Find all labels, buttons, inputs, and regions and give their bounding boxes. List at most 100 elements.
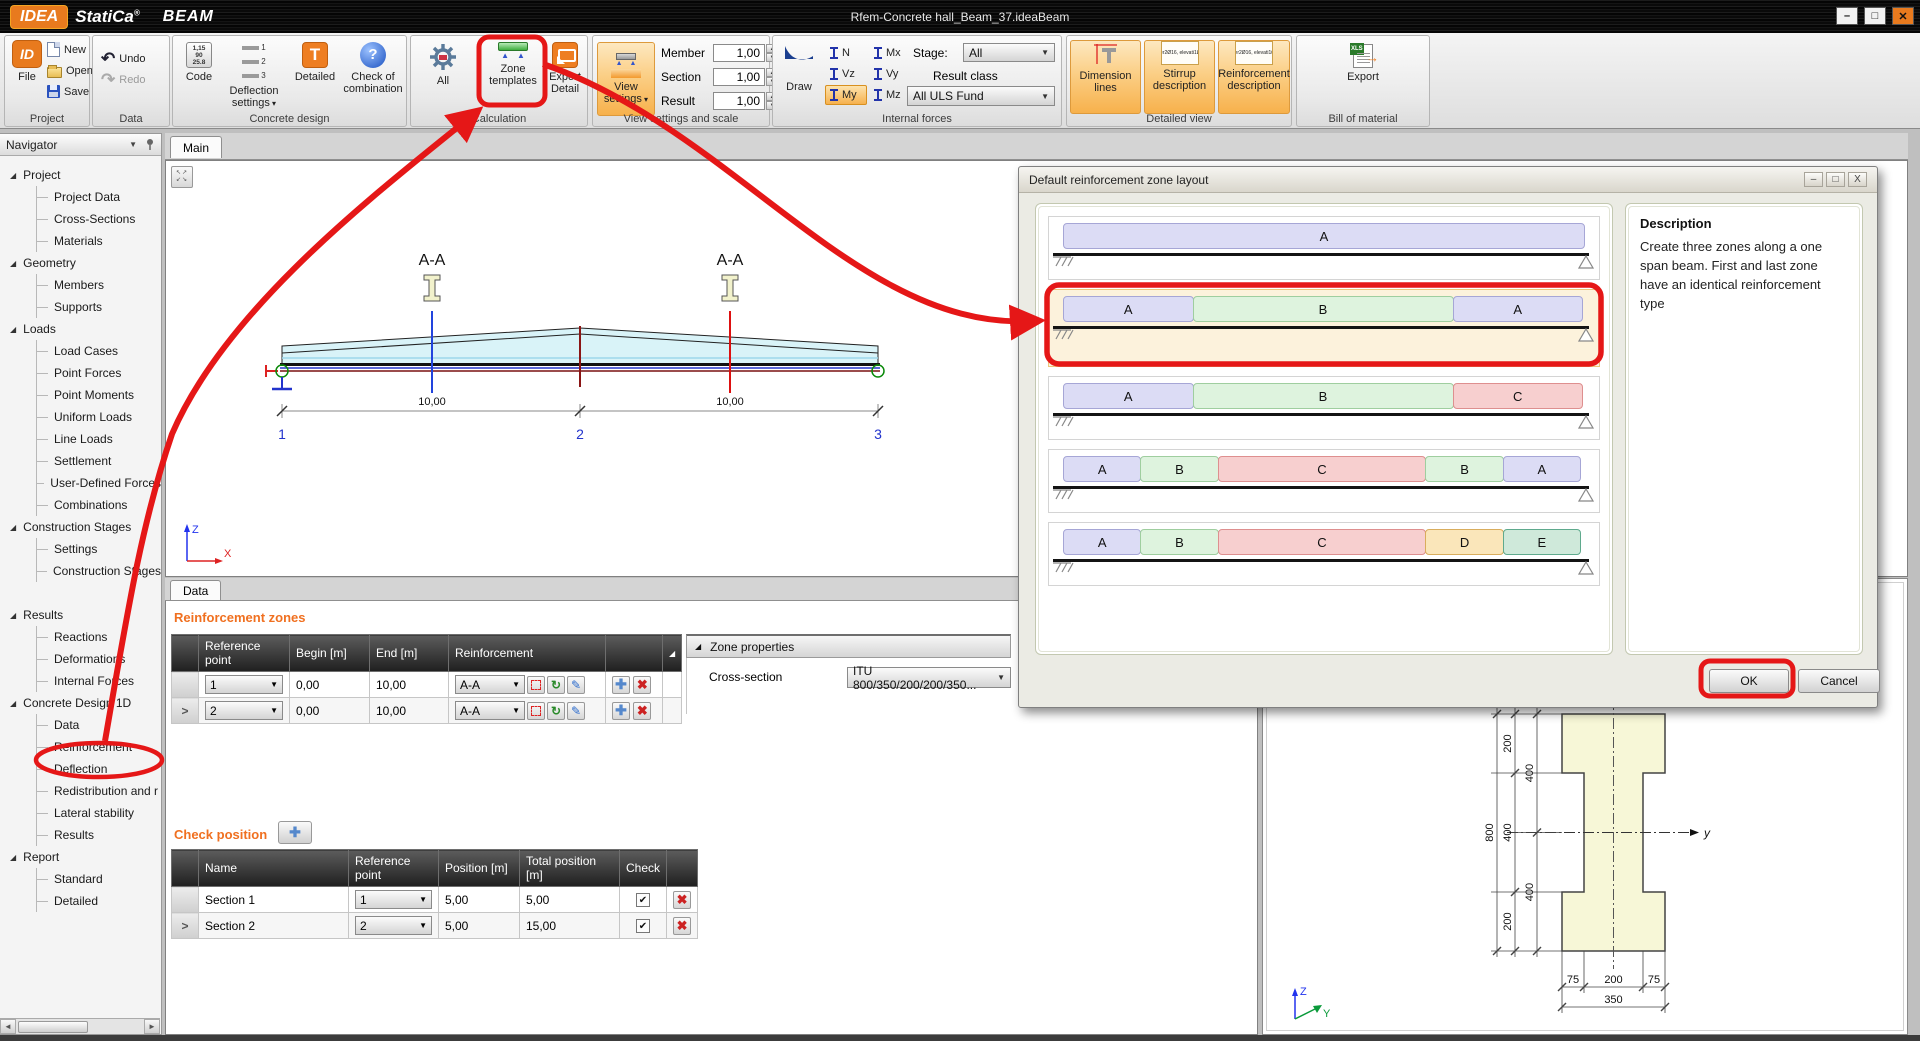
col-reference-point[interactable]: Reference point <box>198 634 290 672</box>
deflection-settings-button[interactable]: 1 2 3 Deflection settings ▾ <box>229 43 279 109</box>
pin-icon[interactable] <box>145 138 155 151</box>
dimension-lines-button[interactable]: Dimension lines <box>1070 40 1141 114</box>
name-cell[interactable]: Section 1 <box>198 886 349 913</box>
export-button[interactable]: XLS → Export <box>1337 43 1389 83</box>
nav-item-supports[interactable]: Supports <box>37 296 161 318</box>
nav-section-results[interactable]: ◢ Results <box>6 604 161 626</box>
zone-template-option-1[interactable]: A <box>1048 216 1600 280</box>
delete-zone-button[interactable]: ✖ <box>633 701 652 720</box>
nav-item-uniform-loads[interactable]: Uniform Loads <box>37 406 161 428</box>
zone-row[interactable]: >2 ▼ 0,00 10,00 A-A ▼ ↻ ✎ ✚ ✖ <box>171 697 683 724</box>
reinforcement-dropdown[interactable]: A-A ▼ <box>455 675 525 694</box>
col-end[interactable]: End [m] <box>369 634 449 672</box>
nav-item-point-forces[interactable]: Point Forces <box>37 362 161 384</box>
nav-section-loads[interactable]: ◢ Loads <box>6 318 161 340</box>
row-selector[interactable]: > <box>171 697 199 724</box>
add-zone-button[interactable]: ✚ <box>612 675 630 694</box>
scroll-left-icon[interactable]: ◄ <box>0 1019 16 1034</box>
col-name[interactable]: Name <box>198 849 349 887</box>
nav-section-geometry[interactable]: ◢ Geometry <box>6 252 161 274</box>
col-position[interactable]: Position [m] <box>438 849 520 887</box>
row-selector[interactable] <box>171 671 199 698</box>
reference-point-dropdown[interactable]: 2 ▼ <box>355 916 432 935</box>
nav-item-settings[interactable]: Settings <box>37 538 161 560</box>
file-button[interactable]: ID File <box>7 40 47 83</box>
nav-item-redistribution-and-r[interactable]: Redistribution and r <box>37 780 161 802</box>
col-reference-point[interactable]: Reference point <box>348 849 439 887</box>
add-zone-button[interactable]: ✚ <box>612 701 630 720</box>
save-button[interactable]: Save <box>47 81 93 102</box>
expand-icon[interactable]: ◢ <box>10 258 17 268</box>
nav-item-user-defined-forces[interactable]: User-Defined Forces <box>37 472 161 494</box>
calculate-all-button[interactable]: All <box>417 42 469 87</box>
expand-icon[interactable]: ◢ <box>10 324 17 334</box>
check-of-combination-button[interactable]: ? Check of combination <box>341 42 405 95</box>
position-cell[interactable]: 5,00 <box>438 912 520 939</box>
toggle-Vy[interactable]: Vy <box>869 64 911 84</box>
reference-point-dropdown[interactable]: 2 ▼ <box>205 701 283 720</box>
detailed-button[interactable]: T Detailed <box>289 42 341 83</box>
delete-check-button[interactable]: ✖ <box>673 890 692 909</box>
new-button[interactable]: New <box>47 39 93 60</box>
name-cell[interactable]: Section 2 <box>198 912 349 939</box>
member-scale-stepper[interactable]: 1,00▲▼ <box>713 44 779 62</box>
zone-templates-button[interactable]: ▲▲ Zone templates <box>483 42 543 87</box>
row-selector[interactable]: > <box>171 912 199 939</box>
collapse-icon[interactable]: ◢ <box>661 634 683 672</box>
nav-item-combinations[interactable]: Combinations <box>37 494 161 516</box>
export-detail-button[interactable]: Export Detail <box>543 42 587 95</box>
scroll-right-icon[interactable]: ► <box>144 1019 160 1034</box>
nav-item-standard[interactable]: Standard <box>37 868 161 890</box>
undo-button[interactable]: ↶ Undo <box>101 48 146 68</box>
tab-data[interactable]: Data <box>170 580 222 600</box>
nav-item-project-data[interactable]: Project Data <box>37 186 161 208</box>
nav-item-internal-forces[interactable]: Internal Forces <box>37 670 161 692</box>
zone-region-button[interactable] <box>527 675 545 694</box>
position-cell[interactable]: 5,00 <box>438 886 520 913</box>
result-class-dropdown[interactable]: All ULS Fund ▼ <box>907 86 1055 106</box>
end-cell[interactable]: 10,00 <box>369 697 449 724</box>
stirrup-description-button[interactable]: Concrete: C3Reinforcemer2Ø16, elevati1Ø1… <box>1144 40 1215 114</box>
zone-properties-header[interactable]: ◢ Zone properties <box>686 634 1011 658</box>
toggle-My[interactable]: My <box>825 85 867 105</box>
toggle-N[interactable]: N <box>825 43 867 63</box>
cancel-button[interactable]: Cancel <box>1798 669 1880 693</box>
col-check[interactable]: Check <box>618 849 668 887</box>
nav-item-detailed[interactable]: Detailed <box>37 890 161 912</box>
toggle-Vz[interactable]: Vz <box>825 64 867 84</box>
check-position-row[interactable]: > Section 2 2 ▼ 5,00 15,00 ✔ ✖ <box>171 912 699 939</box>
toggle-Mz[interactable]: Mz <box>869 85 911 105</box>
collapse-icon[interactable]: ◢ <box>695 642 702 651</box>
navigator-dropdown-icon[interactable]: ▼ <box>129 140 137 149</box>
expand-icon[interactable]: ◢ <box>10 610 17 620</box>
reference-point-dropdown[interactable]: 1 ▼ <box>355 890 432 909</box>
open-button[interactable]: Open <box>47 60 93 81</box>
expand-icon[interactable]: ◢ <box>10 522 17 532</box>
toggle-Mx[interactable]: Mx <box>869 43 911 63</box>
redo-button[interactable]: ↷ Redo <box>101 69 146 89</box>
nav-item-members[interactable]: Members <box>37 274 161 296</box>
nav-item-lateral-stability[interactable]: Lateral stability <box>37 802 161 824</box>
scrollbar-thumb[interactable] <box>18 1021 88 1033</box>
end-cell[interactable]: 10,00 <box>369 671 449 698</box>
nav-item-data[interactable]: Data <box>37 714 161 736</box>
nav-item-reinforcement[interactable]: Reinforcement <box>37 736 161 758</box>
stage-dropdown[interactable]: All ▼ <box>963 43 1055 62</box>
col-begin[interactable]: Begin [m] <box>289 634 370 672</box>
nav-item-reactions[interactable]: Reactions <box>37 626 161 648</box>
begin-cell[interactable]: 0,00 <box>289 697 370 724</box>
zone-region-button[interactable] <box>527 701 545 720</box>
zone-row[interactable]: 1 ▼ 0,00 10,00 A-A ▼ ↻ ✎ ✚ ✖ <box>171 671 683 698</box>
ok-button[interactable]: OK <box>1709 669 1789 693</box>
reinforcement-dropdown[interactable]: A-A ▼ <box>455 701 525 720</box>
maximize-button[interactable]: □ <box>1864 7 1886 25</box>
tab-main[interactable]: Main <box>170 136 223 158</box>
close-button[interactable]: ✕ <box>1892 7 1914 25</box>
nav-item-point-moments[interactable]: Point Moments <box>37 384 161 406</box>
col-reinforcement[interactable]: Reinforcement <box>448 634 606 672</box>
minimize-button[interactable]: – <box>1836 7 1858 25</box>
nav-item-settlement[interactable]: Settlement <box>37 450 161 472</box>
dialog-titlebar[interactable]: Default reinforcement zone layout – □ X <box>1019 167 1877 193</box>
